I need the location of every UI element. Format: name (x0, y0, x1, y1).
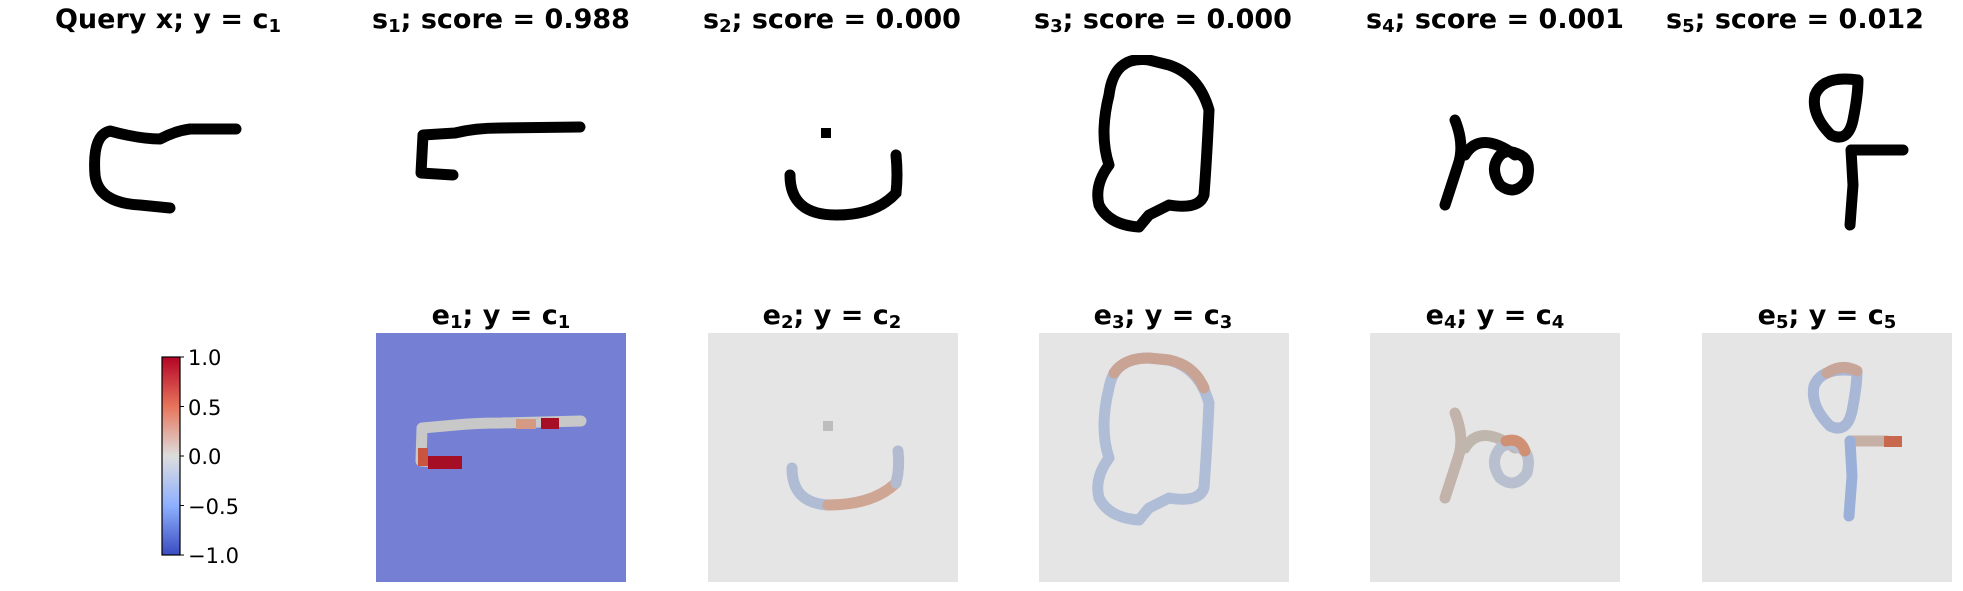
e2-name: e (763, 300, 781, 331)
s2-title: s2; score = 0.000 (667, 4, 997, 43)
e2-background (708, 333, 958, 582)
e2-heatmap (708, 333, 958, 582)
s5-title: s5; score = 0.012 (1630, 4, 1960, 43)
query-class: c (252, 4, 268, 35)
e2-class-sub: 2 (889, 312, 902, 333)
query-class-sub: 1 (268, 16, 281, 37)
e1-class: c (542, 300, 558, 331)
e4-sub: 4 (1444, 312, 1457, 333)
e2-class: c (873, 300, 889, 331)
s1-score-label: score (421, 4, 503, 35)
e5-warm-stroke (1827, 367, 1857, 373)
e5-name: e (1758, 300, 1776, 331)
e2-label: y (814, 300, 832, 331)
s4-name: s (1366, 4, 1382, 35)
colorbar-tick-label-0: 0.0 (188, 447, 221, 468)
e3-heatmap (1039, 333, 1289, 582)
s1-title: s1; score = 0.988 (336, 4, 666, 43)
e5-label: y (1809, 300, 1827, 331)
e1-warm-patch (516, 419, 536, 429)
s2-score-label: score (752, 4, 834, 35)
e5-class: c (1868, 300, 1884, 331)
e5-heatmap (1702, 333, 1952, 582)
s1-name: s (372, 4, 388, 35)
s3-sub: 3 (1050, 16, 1063, 37)
s4-title: s4; score = 0.001 (1330, 4, 1660, 43)
e3-background (1039, 333, 1289, 582)
e2-stroke-cool (896, 451, 899, 483)
e2-sub: 2 (781, 312, 794, 333)
s2-name: s (703, 4, 719, 35)
e3-class-sub: 3 (1220, 312, 1233, 333)
e1-hot-patch (541, 418, 559, 429)
e1-background (376, 333, 626, 582)
e1-heatmap (376, 333, 626, 582)
s1-score: 0.988 (545, 4, 630, 35)
e1-label: y (483, 300, 501, 331)
e1-name: e (432, 300, 450, 331)
s3-score: 0.000 (1207, 4, 1292, 35)
e1-warm-patch (418, 448, 428, 466)
e4-class: c (1536, 300, 1552, 331)
e5-stem (1849, 441, 1852, 516)
s1-sketch (375, 55, 625, 305)
query-name: Query x (55, 4, 173, 35)
s5-sketch (1703, 55, 1953, 305)
s2-score: 0.000 (876, 4, 961, 35)
query-title: Query x; y = c1 (3, 4, 333, 43)
e5-hot-patch (1884, 436, 1902, 447)
s3-score-label: score (1083, 4, 1165, 35)
s4-sub: 4 (1382, 16, 1395, 37)
e3-sub: 3 (1112, 312, 1125, 333)
s3-sketch (1039, 55, 1289, 305)
e4-label: y (1477, 300, 1495, 331)
e3-name: e (1094, 300, 1112, 331)
e1-class-sub: 1 (558, 312, 571, 333)
e5-class-sub: 5 (1884, 312, 1897, 333)
s2-dot (821, 128, 831, 138)
e5-sub: 5 (1776, 312, 1789, 333)
s3-name: s (1034, 4, 1050, 35)
s4-score: 0.001 (1539, 4, 1624, 35)
colorbar-tick-label-neg-0-5: −0.5 (188, 497, 239, 518)
s5-sub: 5 (1682, 16, 1695, 37)
e1-hot-patch (428, 456, 462, 469)
s1-sub: 1 (388, 16, 401, 37)
colorbar-gradient (162, 357, 180, 555)
s4-sketch (1370, 55, 1620, 305)
e3-label: y (1145, 300, 1163, 331)
s4-score-label: score (1415, 4, 1497, 35)
query-sketch (40, 55, 290, 305)
colorbar-tick-label-1: 1.0 (188, 348, 221, 369)
colorbar (160, 355, 184, 557)
e4-name: e (1426, 300, 1444, 331)
e2-dot (823, 421, 833, 431)
s5-score: 0.012 (1839, 4, 1924, 35)
e3-class: c (1204, 300, 1220, 331)
e4-class-sub: 4 (1552, 312, 1565, 333)
e1-sub: 1 (450, 312, 463, 333)
colorbar-tick-label-neg-1: −1.0 (188, 546, 239, 567)
s3-title: s3; score = 0.000 (998, 4, 1328, 43)
s5-score-label: score (1715, 4, 1797, 35)
s2-sketch (706, 55, 956, 305)
query-label: y (193, 4, 211, 35)
s5-name: s (1666, 4, 1682, 35)
e4-heatmap (1370, 333, 1620, 582)
colorbar-tick-label-0-5: 0.5 (188, 398, 221, 419)
s2-sub: 2 (719, 16, 732, 37)
